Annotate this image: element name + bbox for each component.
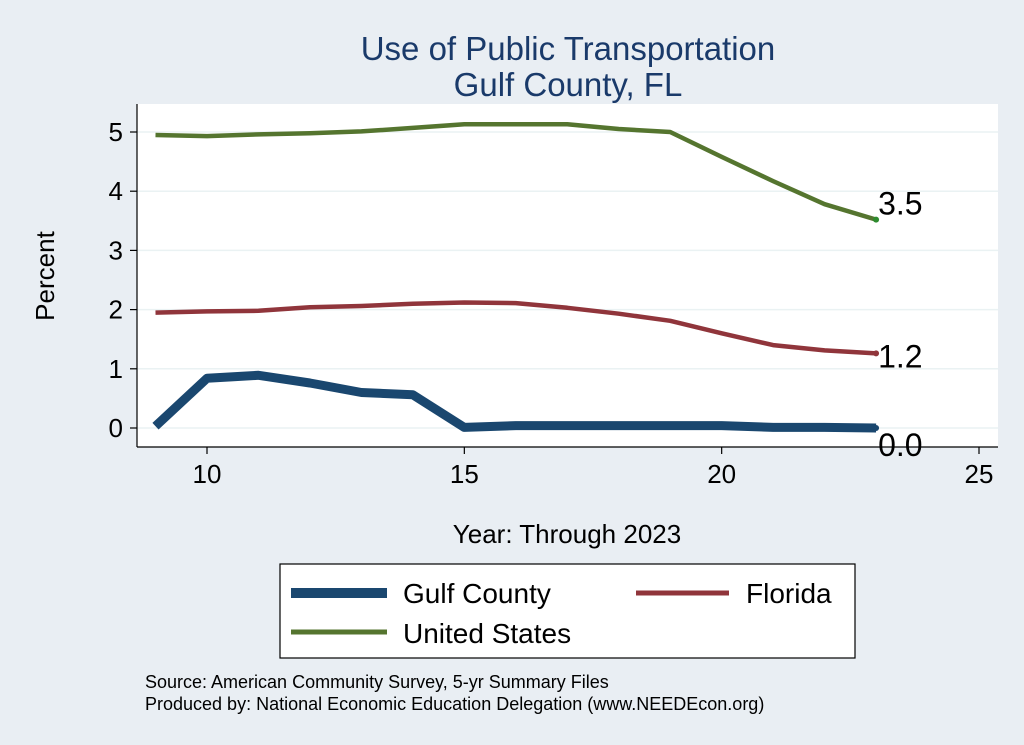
x-axis-title: Year: Through 2023 [453,519,681,549]
series-line-united-states [155,122,877,222]
end-marker [873,425,880,431]
y-tick-label: 0 [109,413,123,443]
chart-title: Use of Public Transportation [361,30,776,67]
end-value-label: 0.0 [878,427,922,463]
chart-subtitle: Gulf County, FL [454,66,683,103]
y-tick-label: 2 [109,295,123,325]
y-tick-label: 4 [109,176,123,206]
legend-label-gulf-county: Gulf County [403,578,551,609]
axes: 0 1 2 3 4 5 10 15 20 25 [109,104,998,489]
end-marker [873,350,880,357]
series-line-florida [155,300,877,356]
end-labels: 0.0 1.2 3.5 [873,186,923,463]
plot-area [137,104,998,447]
end-value-label: 3.5 [878,186,922,222]
legend-box [279,563,856,659]
end-value-label: 1.2 [878,338,922,374]
source-note: Source: American Community Survey, 5-yr … [145,672,609,692]
series-lines [152,122,877,433]
x-tick-label: 15 [450,459,479,489]
y-tick-label: 3 [109,235,123,265]
x-tick-label: 25 [965,459,994,489]
y-axis-title: Percent [30,230,60,320]
x-tick-label: 10 [193,459,222,489]
legend-label-united-states: United States [403,618,571,649]
y-tick-label: 5 [109,117,123,147]
series-line-gulf-county [152,370,877,433]
y-tick-label: 1 [109,354,123,384]
producer-note: Produced by: National Economic Education… [145,694,764,714]
end-marker [873,216,880,223]
legend-label-florida: Florida [746,578,832,609]
legend: Gulf County Florida United States [279,563,856,659]
x-tick-label: 20 [707,459,736,489]
